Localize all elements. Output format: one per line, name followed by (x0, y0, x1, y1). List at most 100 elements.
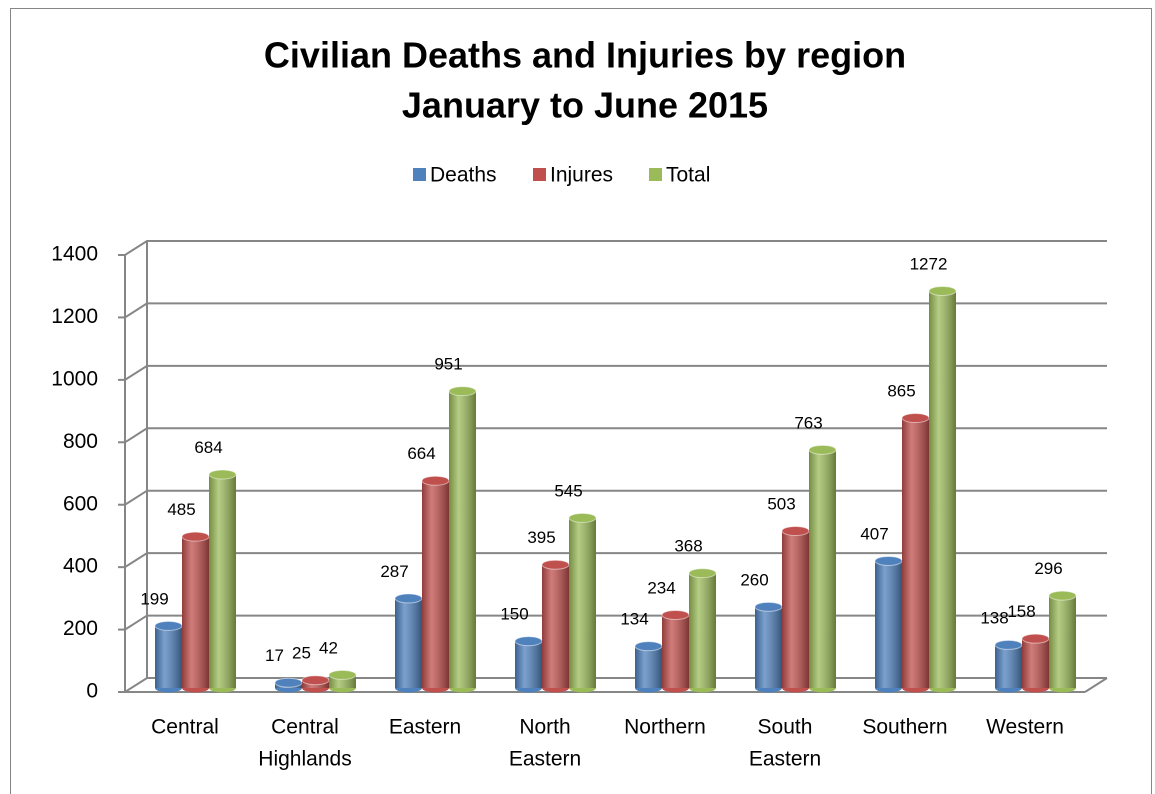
chart-title: Civilian Deaths and Injuries by region (264, 35, 906, 76)
bar-shade (1049, 595, 1076, 688)
y-tick-label: 200 (63, 617, 98, 640)
legend-swatch (533, 168, 546, 181)
data-label: 664 (407, 444, 435, 463)
legend-swatch (413, 168, 426, 181)
bar-top (688, 568, 717, 579)
bar (781, 525, 810, 693)
bar (274, 677, 303, 693)
bar-top (781, 525, 810, 536)
bar-shade (902, 417, 929, 688)
data-label: 158 (1007, 602, 1035, 621)
x-tick-label: Central (151, 716, 219, 739)
data-label: 545 (554, 481, 582, 500)
bar-shade (635, 646, 662, 688)
bar (328, 669, 357, 693)
bar-top (634, 641, 663, 652)
bar-shade (689, 573, 716, 688)
bar-top (1021, 633, 1050, 644)
x-tick-label: South (758, 716, 813, 739)
bar-shade (542, 564, 569, 688)
bar (154, 620, 183, 693)
y-tick-label: 600 (63, 492, 98, 515)
data-label: 485 (167, 500, 195, 519)
bar-top (1048, 590, 1077, 601)
data-label: 865 (887, 381, 915, 400)
floor-edge (1084, 677, 1108, 693)
bar-top (541, 559, 570, 570)
data-label: 260 (740, 570, 768, 589)
data-label: 138 (980, 608, 1008, 627)
bar-shade (569, 517, 596, 688)
grid-line (124, 364, 1107, 381)
bar-top (928, 285, 957, 296)
bar-shade (875, 560, 902, 688)
x-tick-label: Eastern (509, 748, 581, 771)
data-label: 296 (1034, 559, 1062, 578)
bar-shade (182, 536, 209, 688)
grid-line (124, 427, 1107, 444)
data-label: 503 (767, 494, 795, 513)
bar-top (568, 512, 597, 523)
data-label: 1272 (910, 254, 948, 273)
bar (208, 469, 237, 693)
bar-shade (755, 606, 782, 688)
bar-top (181, 531, 210, 542)
legend-label: Injures (550, 164, 613, 187)
data-label: 42 (319, 638, 338, 657)
data-label: 763 (794, 413, 822, 432)
bar (301, 675, 330, 693)
legend-label: Total (666, 164, 710, 187)
y-tick-label: 400 (63, 555, 98, 578)
grid-line (124, 240, 1107, 256)
x-tick-label: Eastern (749, 748, 821, 771)
bar-top (514, 636, 543, 647)
x-tick-label: Eastern (389, 716, 461, 739)
y-tick-label: 1400 (51, 243, 98, 266)
bar-shade (782, 530, 809, 688)
data-label: 25 (292, 644, 311, 663)
bar (181, 531, 210, 693)
legend-swatch (649, 168, 662, 181)
bar-shade (1022, 638, 1049, 688)
x-tick-label: Northern (624, 716, 706, 739)
data-label: 368 (674, 537, 702, 556)
y-tick-label: 1200 (51, 305, 98, 328)
data-label: 134 (620, 610, 648, 629)
bar (1048, 590, 1077, 693)
bar (514, 636, 543, 693)
bar-shade (809, 449, 836, 688)
bar-top (808, 444, 837, 455)
bar (394, 593, 423, 693)
data-label: 234 (647, 578, 675, 597)
bar-top (754, 601, 783, 612)
bar (688, 568, 717, 693)
data-label: 150 (500, 605, 528, 624)
bar-top (301, 675, 330, 686)
bar (874, 555, 903, 693)
grid-line (124, 677, 1107, 693)
data-label: 684 (194, 438, 222, 457)
bar-top (274, 677, 303, 688)
bar-top (421, 475, 450, 486)
bar-top (328, 669, 357, 680)
bar (808, 444, 837, 693)
x-tick-label: North (519, 716, 570, 739)
bar (634, 641, 663, 693)
bar-top (994, 639, 1023, 650)
bar (568, 512, 597, 693)
grid-line (124, 552, 1107, 568)
bar-top (394, 593, 423, 604)
chart-title: January to June 2015 (402, 85, 768, 126)
bar-shade (662, 614, 689, 688)
bar-top (874, 555, 903, 566)
bar-shade (155, 625, 182, 688)
bar (754, 601, 783, 693)
data-label: 17 (265, 646, 284, 665)
bar-shade (515, 641, 542, 688)
bar (661, 609, 690, 693)
bar-shade (209, 474, 236, 688)
bar-top (448, 386, 477, 397)
bar (1021, 633, 1050, 693)
bar-shade (995, 644, 1022, 688)
